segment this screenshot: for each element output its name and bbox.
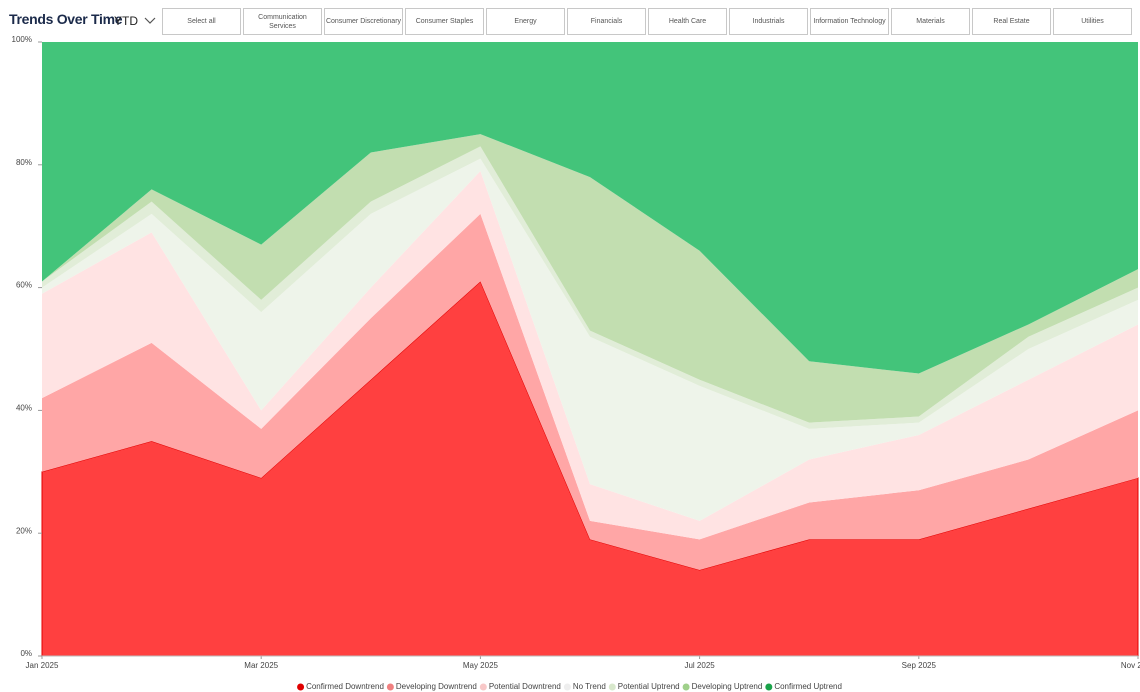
x-tick-label: Sep 2025 — [902, 661, 937, 670]
x-tick-label: Nov 2025 — [1121, 661, 1140, 670]
y-tick-label: 0% — [20, 649, 32, 658]
x-tick-label: Mar 2025 — [244, 661, 278, 670]
y-tick-label: 60% — [16, 281, 32, 290]
x-tick-label: May 2025 — [463, 661, 499, 670]
header: Trends Over Time YTD Select all Communica… — [0, 0, 1140, 38]
sector-button[interactable]: Energy — [486, 8, 565, 35]
sector-button[interactable]: Communication Services — [243, 8, 322, 35]
area-5 — [42, 134, 1138, 423]
sector-button[interactable]: Health Care — [648, 8, 727, 35]
period-dropdown[interactable]: YTD — [110, 11, 158, 31]
legend-label: Potential Uptrend — [618, 682, 680, 691]
sector-button[interactable]: Consumer Staples — [405, 8, 484, 35]
area-3 — [42, 158, 1138, 521]
legend-label: No Trend — [573, 682, 606, 691]
y-tick-label: 100% — [12, 35, 32, 44]
legend-swatch — [563, 683, 571, 691]
dropdown-value: YTD — [114, 14, 138, 28]
legend-swatch — [479, 683, 487, 691]
legend-swatch — [682, 683, 690, 691]
sector-button[interactable]: Industrials — [729, 8, 808, 35]
area-2 — [42, 170, 1138, 540]
x-tick-label: Jul 2025 — [684, 661, 715, 670]
sector-button[interactable]: Information Technology — [810, 8, 889, 35]
legend-label: Confirmed Downtrend — [306, 682, 384, 691]
y-tick-label: 80% — [16, 158, 32, 167]
legend-label: Potential Downtrend — [489, 682, 561, 691]
dropdown-caret — [144, 17, 156, 24]
legend-swatch — [386, 683, 394, 691]
legend-label: Developing Uptrend — [692, 682, 763, 691]
legend-swatch — [297, 683, 305, 691]
sector-button[interactable]: Real Estate — [972, 8, 1051, 35]
sector-button[interactable]: Consumer Discretionary — [324, 8, 403, 35]
x-tick-label: Jan 2025 — [26, 661, 59, 670]
y-tick-label: 20% — [16, 526, 32, 535]
sector-button[interactable]: Financials — [567, 8, 646, 35]
page-title: Trends Over Time — [9, 11, 123, 27]
area-6 — [42, 42, 1138, 374]
legend-label: Developing Downtrend — [396, 682, 477, 691]
y-tick-label: 40% — [16, 404, 32, 413]
legend: Confirmed Downtrend Developing Downtrend P… — [297, 682, 842, 691]
legend-label: Confirmed Uptrend — [774, 682, 842, 691]
sector-button[interactable]: Select all — [162, 8, 241, 35]
sector-button[interactable]: Utilities — [1053, 8, 1132, 35]
sector-button[interactable]: Materials — [891, 8, 970, 35]
legend-swatch — [608, 683, 616, 691]
legend-swatch — [765, 683, 773, 691]
